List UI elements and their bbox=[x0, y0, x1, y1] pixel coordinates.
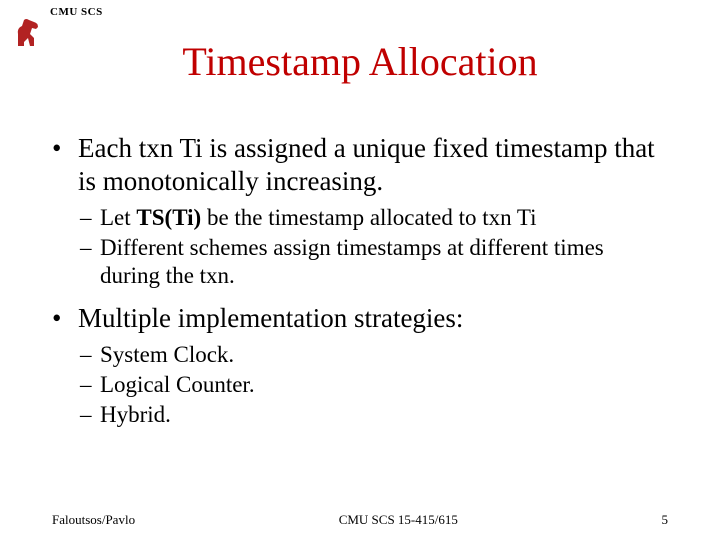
sub-item: – Different schemes assign timestamps at… bbox=[52, 234, 668, 292]
slide-title: Timestamp Allocation bbox=[0, 38, 720, 85]
bullet-text: Multiple implementation strategies: bbox=[78, 303, 463, 333]
sub-marker: – bbox=[80, 371, 92, 400]
sub-text: Different schemes assign timestamps at d… bbox=[100, 235, 604, 289]
bullet-marker: • bbox=[52, 302, 61, 335]
org-label: CMU SCS bbox=[50, 6, 103, 18]
sub-marker: – bbox=[80, 204, 92, 233]
sub-text: Logical Counter. bbox=[100, 372, 255, 397]
footer-left: Faloutsos/Pavlo bbox=[52, 512, 135, 528]
bullet-item: • Multiple implementation strategies: bbox=[52, 302, 668, 335]
bullet-marker: • bbox=[52, 132, 61, 165]
bullet-item: • Each txn Ti is assigned a unique fixed… bbox=[52, 132, 668, 198]
sub-text: Let TS(Ti) be the timestamp allocated to… bbox=[100, 205, 537, 230]
sub-marker: – bbox=[80, 401, 92, 430]
sub-item: – Logical Counter. bbox=[52, 371, 668, 400]
bullet-text: Each txn Ti is assigned a unique fixed t… bbox=[78, 133, 655, 196]
sub-marker: – bbox=[80, 234, 92, 263]
sub-item: – System Clock. bbox=[52, 341, 668, 370]
slide-body: • Each txn Ti is assigned a unique fixed… bbox=[52, 132, 668, 430]
sub-item: – Let TS(Ti) be the timestamp allocated … bbox=[52, 204, 668, 233]
slide-footer: Faloutsos/Pavlo CMU SCS 15-415/615 5 bbox=[52, 512, 668, 528]
sub-text: Hybrid. bbox=[100, 402, 171, 427]
sub-marker: – bbox=[80, 341, 92, 370]
sub-item: – Hybrid. bbox=[52, 401, 668, 430]
footer-center: CMU SCS 15-415/615 bbox=[135, 512, 661, 528]
footer-page-number: 5 bbox=[662, 512, 669, 528]
sub-text: System Clock. bbox=[100, 342, 234, 367]
